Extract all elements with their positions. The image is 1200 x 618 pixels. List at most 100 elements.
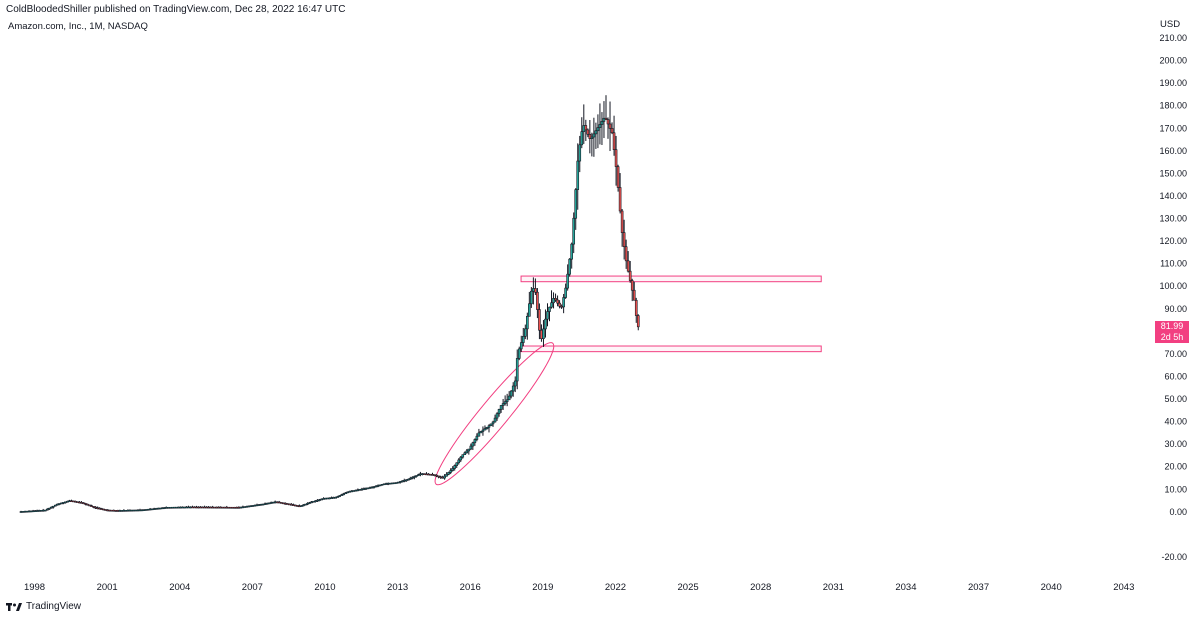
candle-body [199, 506, 202, 509]
candle-body [445, 473, 448, 477]
candle-body [330, 497, 333, 499]
candle-body [201, 506, 204, 509]
candle-body [296, 505, 299, 507]
candle-body [58, 503, 61, 505]
candle-body [324, 497, 327, 500]
candle-body [160, 507, 164, 510]
candle-body [104, 509, 108, 511]
y-tick-label: 20.00 [1164, 462, 1187, 472]
candle-body [521, 336, 525, 343]
candle-body [461, 454, 465, 458]
candle-body [170, 506, 174, 509]
y-tick-label: 100.00 [1159, 281, 1187, 291]
candle-body [417, 474, 420, 476]
candle-body [25, 510, 29, 513]
candle-body [384, 483, 388, 485]
candle-body [528, 303, 531, 317]
bar-countdown-tag: 2d 5h [1155, 331, 1189, 343]
candle-body [511, 385, 515, 392]
candle-body [277, 501, 281, 504]
candle-body [334, 496, 337, 499]
candle-body [515, 358, 519, 382]
candle-body [582, 125, 586, 132]
candle-body [290, 503, 293, 506]
candle-body [154, 508, 158, 510]
candle-body [382, 483, 386, 486]
candle-body [162, 507, 166, 509]
candle-body [346, 491, 350, 494]
candle-body [150, 508, 154, 511]
brand-label[interactable]: TradingView [26, 600, 82, 612]
candle-body [634, 299, 638, 316]
candle-body [485, 426, 489, 429]
candle-body [326, 497, 329, 500]
candle-body [164, 507, 168, 509]
candle-body [90, 505, 93, 508]
candle-body [179, 506, 182, 509]
candle-body [98, 507, 101, 510]
candle-body [481, 429, 485, 432]
candle-body [493, 417, 497, 423]
candle-body [33, 510, 37, 512]
candle-body [429, 473, 432, 476]
candle-body [229, 506, 233, 509]
x-tick-label: 2010 [314, 582, 335, 593]
y-tick-label: 170.00 [1159, 123, 1187, 133]
y-tick-label: 180.00 [1159, 101, 1187, 111]
candle-body [544, 318, 547, 330]
price-axis: 210.00 200.00 190.00 180.00 170.00 160.00 150.… [1159, 33, 1187, 562]
candle-body [459, 456, 463, 461]
y-tick-label: 70.00 [1164, 349, 1187, 359]
candle-body [203, 506, 206, 509]
candle-body [433, 474, 436, 476]
candle-body [255, 504, 259, 507]
x-tick-label: 2037 [968, 582, 989, 593]
y-tick-label: 150.00 [1159, 168, 1187, 178]
candle-body [584, 125, 588, 131]
candle-body [152, 508, 156, 510]
candle-body [148, 508, 152, 511]
candle-body [243, 506, 247, 508]
candle-body [126, 509, 130, 512]
candle-body [183, 506, 186, 509]
candle-body [425, 473, 428, 476]
candle-body [332, 497, 335, 499]
candle-body [400, 480, 404, 483]
candle-body [191, 506, 194, 509]
candle-body [360, 488, 364, 491]
candle-body [574, 189, 578, 219]
candle-body [294, 504, 297, 507]
candle-body [312, 500, 315, 503]
support-zone [520, 345, 822, 353]
candle-body [134, 509, 138, 512]
candle-body [92, 506, 95, 508]
candle-body [463, 452, 467, 456]
author-name[interactable]: ColdBloodedShiller [6, 4, 92, 15]
candle-body [100, 508, 103, 510]
candle-body [261, 503, 265, 506]
candle-body [630, 280, 634, 291]
candle-body [138, 509, 142, 512]
candle-body [340, 494, 344, 496]
y-tick-label: 60.00 [1164, 371, 1187, 381]
candle-body [386, 483, 390, 485]
candle-body [342, 493, 346, 495]
candle-body [49, 506, 53, 509]
footer: TradingView [6, 599, 81, 613]
candle-body [632, 289, 636, 301]
tradingview-logo-icon[interactable] [6, 600, 22, 612]
y-tick-label: 110.00 [1160, 259, 1187, 269]
candle-body [300, 505, 303, 507]
candle-body [114, 510, 118, 512]
candle-body [376, 485, 380, 487]
candle-body [580, 131, 584, 146]
candle-body [235, 507, 239, 509]
candle-body [566, 273, 569, 289]
candle-body [66, 500, 69, 503]
last-price-tag: 81.99 [1155, 320, 1189, 332]
candle-body [205, 506, 208, 509]
x-tick-label: 2022 [605, 582, 626, 593]
candle-body [27, 510, 31, 513]
candle-body [596, 127, 600, 132]
